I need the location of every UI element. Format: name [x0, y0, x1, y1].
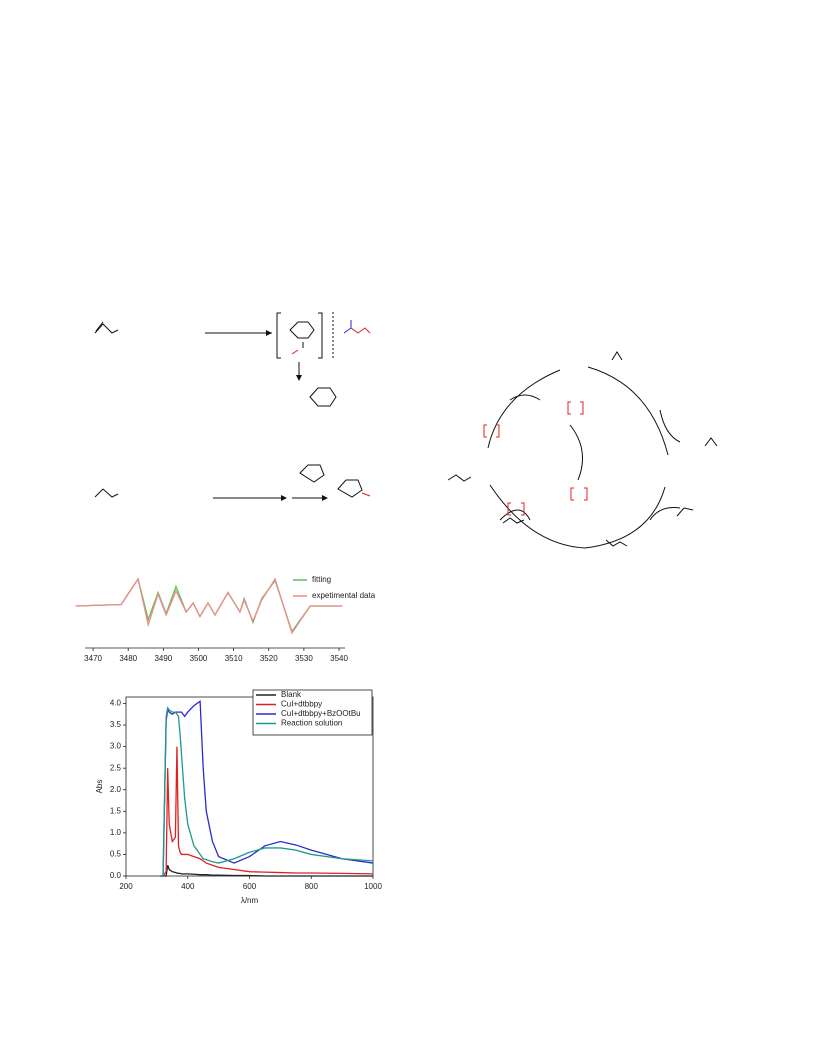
- x-tick-label: 3530: [295, 654, 313, 663]
- bmpo-ring: [299, 464, 325, 483]
- bracket-red: [483, 424, 500, 438]
- legend-label: CuI+dtbbpy+BzOOtBu: [281, 709, 361, 718]
- cycle-arrow: [487, 369, 561, 449]
- alkene: [94, 323, 119, 334]
- series-line: [159, 700, 374, 877]
- bracket: [318, 312, 323, 359]
- legend-label: fitting: [312, 575, 331, 584]
- x-tick-label: 3520: [260, 654, 278, 663]
- series-line: [159, 865, 373, 877]
- x-tick-label: 200: [119, 882, 133, 891]
- x-tick-label: 3480: [119, 654, 137, 663]
- series-line: [75, 577, 343, 635]
- bond-red: [291, 349, 299, 355]
- y-axis-label: Abs: [95, 780, 104, 794]
- bond-red: [361, 492, 371, 497]
- series-line: [159, 706, 374, 877]
- x-tick-label: 3500: [190, 654, 208, 663]
- cycle-arrow: [584, 486, 666, 549]
- x-tick-label: 1000: [364, 882, 382, 891]
- legend-label: expetimental data: [312, 591, 376, 600]
- alkene: [94, 488, 119, 498]
- y-tick-label: 1.5: [110, 806, 122, 815]
- y-tick-label: 0.5: [110, 850, 122, 859]
- x-tick-label: 800: [305, 882, 319, 891]
- arrowhead: [281, 495, 287, 501]
- x-axis-label: λ/nm: [241, 896, 259, 905]
- y-tick-label: 2.5: [110, 763, 122, 772]
- bracket-red: [570, 487, 588, 501]
- cycle-arrow: [587, 366, 669, 456]
- fragment-blue: [343, 320, 352, 334]
- catalytic-cycle: [447, 351, 718, 549]
- y-tick-label: 2.0: [110, 785, 122, 794]
- legend-frame: [252, 689, 373, 736]
- bmpo-ring: [337, 479, 363, 498]
- arrowhead: [296, 375, 302, 381]
- molecule: [605, 539, 628, 547]
- y-tick-label: 1.0: [110, 828, 122, 837]
- cycle-arrow: [509, 394, 541, 401]
- cycle-arrow: [649, 507, 681, 521]
- series-line: [159, 746, 374, 877]
- y-tick-label: 4.0: [110, 699, 122, 708]
- x-tick-label: 3540: [330, 654, 348, 663]
- tempo-ring: [309, 387, 337, 407]
- x-tick-label: 600: [243, 882, 257, 891]
- molecule: [502, 517, 525, 524]
- y-tick-label: 3.5: [110, 720, 122, 729]
- tempo-ring: [289, 321, 315, 339]
- legend-label: Reaction solution: [281, 719, 342, 728]
- cycle-arrow: [659, 409, 681, 443]
- bracket-red: [567, 401, 584, 415]
- molecule: [611, 351, 623, 361]
- legend-label: Blank: [281, 690, 302, 699]
- y-tick-label: 0.0: [110, 871, 122, 880]
- molecule: [447, 474, 472, 482]
- bracket-red: [507, 502, 525, 516]
- legend-label: CuI+dtbbpy: [281, 700, 322, 709]
- x-tick-label: 3470: [84, 654, 102, 663]
- bracket: [276, 312, 281, 359]
- molecule: [676, 507, 694, 517]
- molecule: [704, 437, 718, 447]
- arrowhead: [322, 495, 328, 501]
- cycle-arrow: [569, 424, 583, 481]
- x-tick-label: 3510: [225, 654, 243, 663]
- arrowhead: [266, 330, 272, 336]
- x-tick-label: 400: [181, 882, 195, 891]
- cycle-arrow: [499, 509, 531, 521]
- scheme-trapping: [94, 312, 371, 501]
- cycle-arrow: [489, 484, 586, 549]
- fragment-red: [350, 327, 371, 334]
- y-tick-label: 3.0: [110, 742, 122, 751]
- charts: 3470 3480 3490 3500 3510 3520 3530 3540 fitting e…: [75, 575, 382, 905]
- x-tick-label: 3490: [154, 654, 172, 663]
- bond: [95, 321, 104, 332]
